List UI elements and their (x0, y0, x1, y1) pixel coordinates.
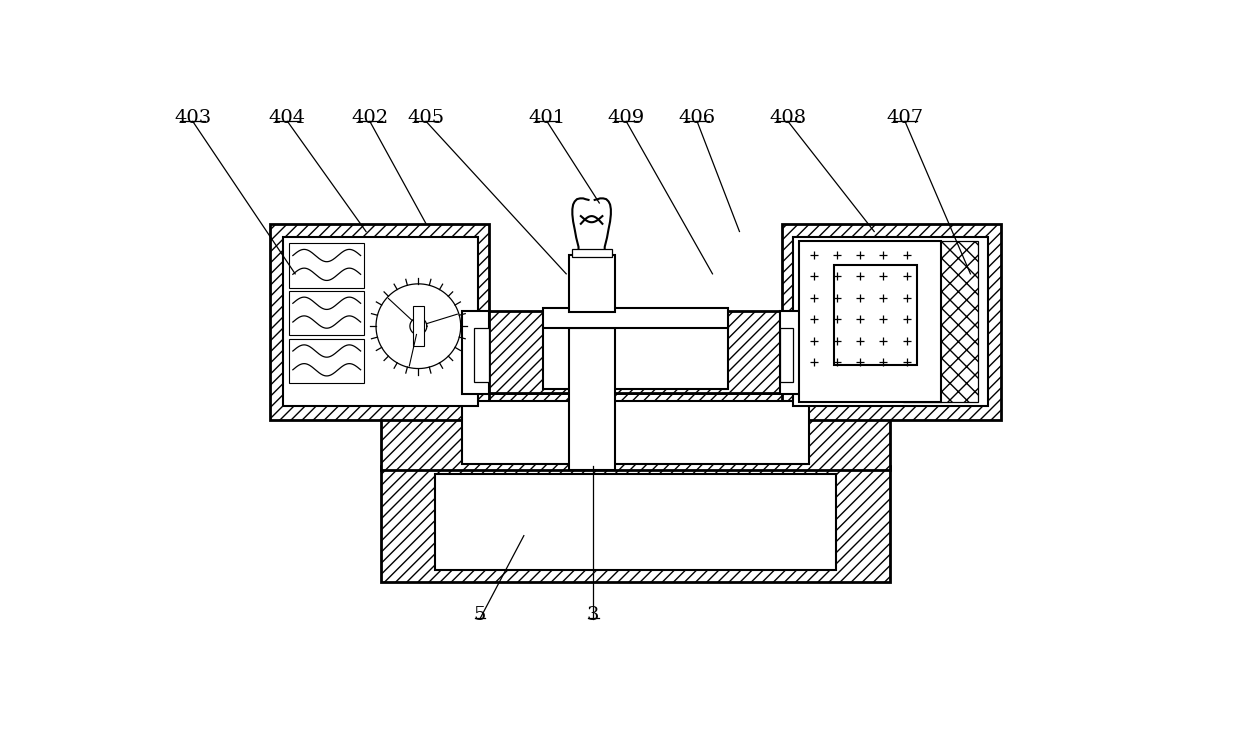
Bar (490, 311, 781, 393)
Bar (799, 240, 941, 402)
Text: 407: 407 (887, 109, 924, 127)
Text: 401: 401 (528, 109, 565, 127)
Bar (435, 474, 836, 571)
Bar (835, 265, 918, 365)
Text: 3: 3 (587, 606, 599, 625)
Text: 5: 5 (474, 606, 486, 625)
Bar (289, 338, 365, 383)
Bar (289, 291, 365, 335)
Text: 404: 404 (269, 109, 306, 127)
Bar (382, 466, 889, 582)
Text: 403: 403 (174, 109, 211, 127)
Bar (794, 237, 988, 407)
Bar (382, 393, 889, 470)
Text: 405: 405 (408, 109, 445, 127)
Bar (904, 240, 978, 402)
Text: 406: 406 (678, 109, 715, 127)
Bar (543, 324, 728, 390)
Bar (805, 388, 839, 399)
Text: 408: 408 (769, 109, 806, 127)
Bar (543, 309, 728, 328)
Bar (568, 328, 615, 470)
Bar (474, 328, 490, 381)
Bar (568, 255, 615, 312)
Bar (413, 306, 424, 347)
Bar (283, 237, 477, 407)
Bar (432, 388, 466, 399)
Bar (463, 311, 490, 394)
Bar (572, 249, 611, 257)
Bar (780, 328, 794, 381)
Bar (780, 311, 801, 394)
Bar (781, 224, 1001, 420)
Bar (289, 243, 365, 288)
Text: 409: 409 (608, 109, 645, 127)
Text: 402: 402 (351, 109, 388, 127)
Bar (463, 401, 808, 464)
Bar (270, 224, 490, 420)
